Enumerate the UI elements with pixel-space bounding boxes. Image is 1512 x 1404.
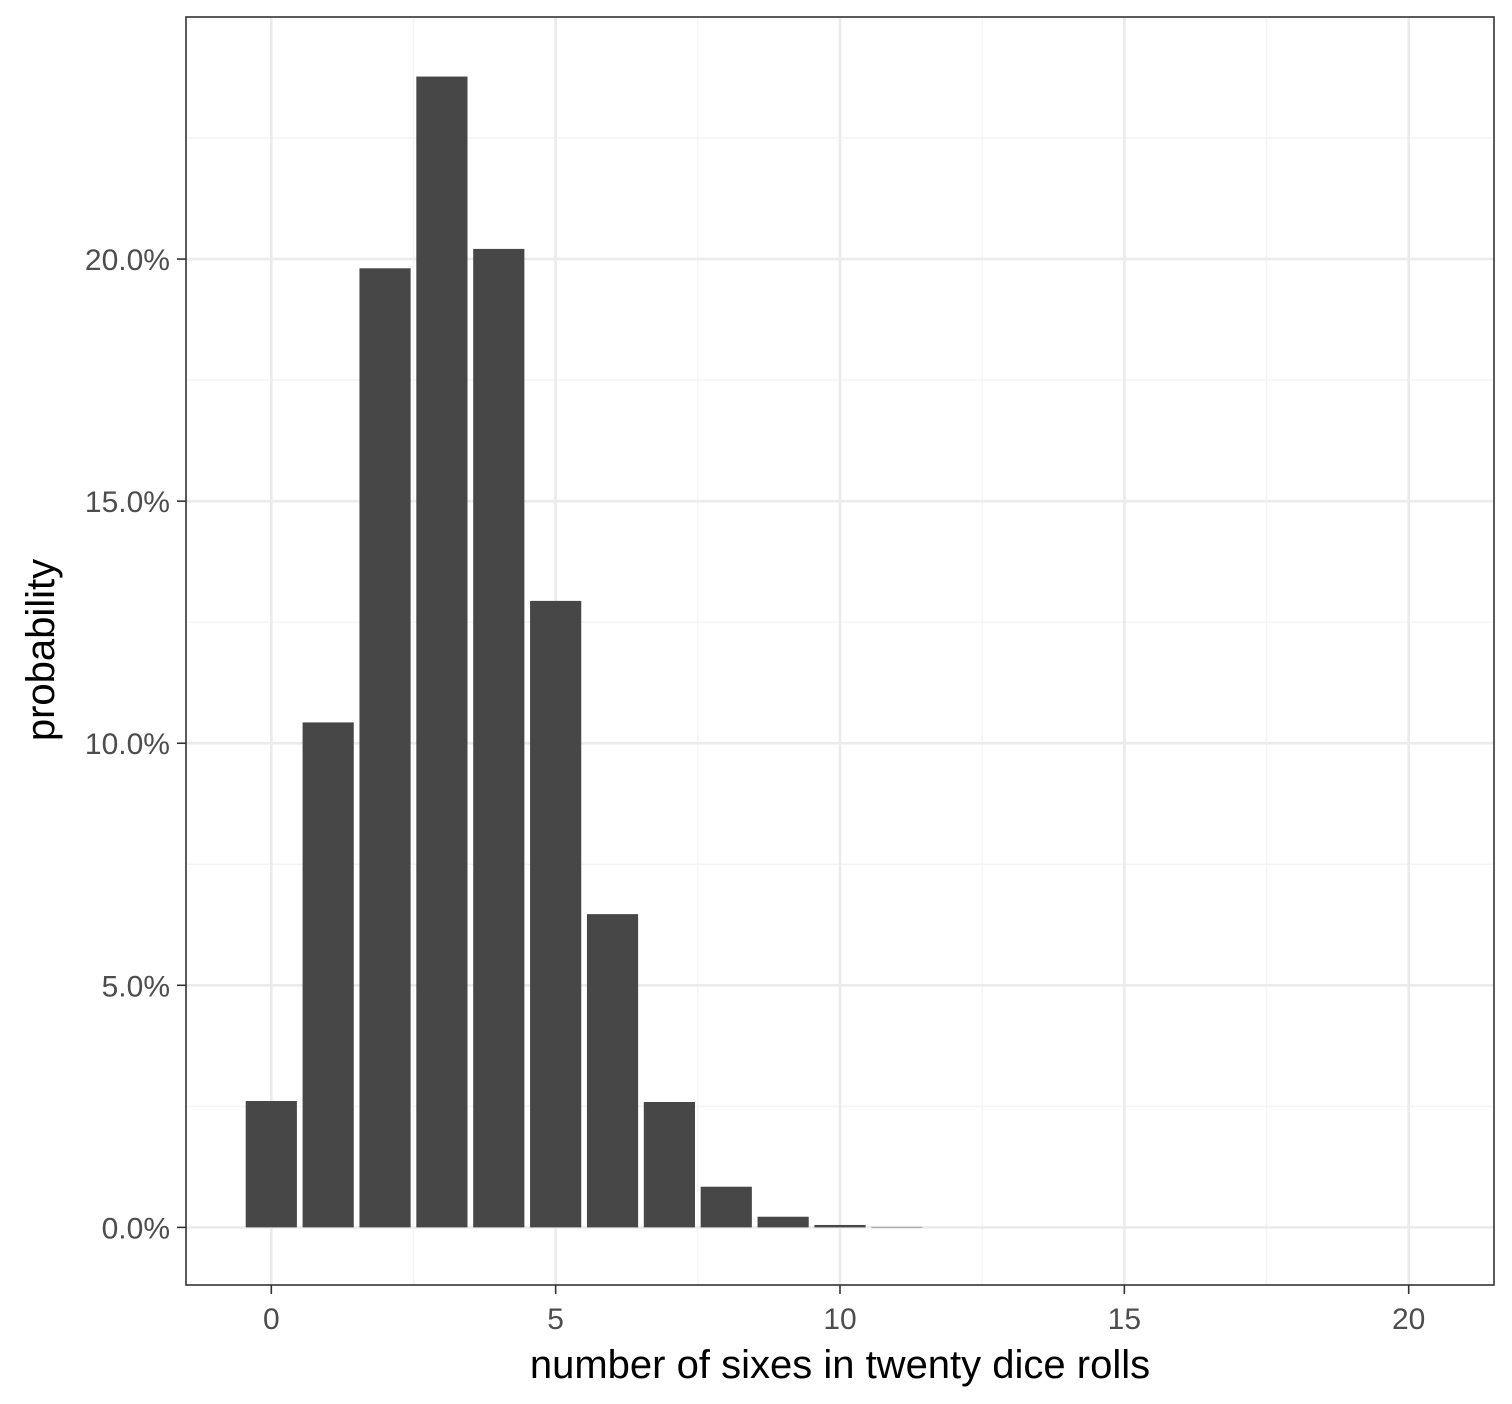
x-tick-label: 15 [1108, 1303, 1141, 1336]
y-tick-label: 20.0% [85, 244, 170, 277]
x-tick-label: 0 [263, 1303, 280, 1336]
bar-8 [700, 1186, 752, 1228]
bar-0 [245, 1101, 297, 1228]
y-axis: 0.0% 5.0% 10.0% 15.0% 20.0% [85, 244, 186, 1245]
bar-7 [643, 1101, 695, 1228]
y-tick-label: 5.0% [102, 970, 170, 1003]
y-tick-label: 0.0% [102, 1212, 170, 1245]
x-axis-title: number of sixes in twenty dice rolls [530, 1343, 1150, 1387]
bar-5 [530, 600, 582, 1228]
x-axis: 0 5 10 15 20 [263, 1285, 1425, 1336]
y-axis-title: probability [19, 559, 63, 741]
y-tick-label: 15.0% [85, 486, 170, 519]
bars [245, 76, 1435, 1228]
bar-6 [586, 914, 639, 1228]
x-tick-label: 10 [823, 1303, 856, 1336]
bar-3 [416, 76, 468, 1228]
major-gridlines [186, 17, 1494, 1285]
bar-1 [302, 722, 354, 1228]
y-tick-label: 10.0% [85, 728, 170, 761]
bar-10 [814, 1224, 866, 1228]
bar-4 [473, 248, 525, 1228]
bar-9 [757, 1216, 809, 1228]
x-tick-label: 5 [547, 1303, 564, 1336]
x-tick-label: 20 [1392, 1303, 1425, 1336]
bar-2 [359, 268, 411, 1228]
